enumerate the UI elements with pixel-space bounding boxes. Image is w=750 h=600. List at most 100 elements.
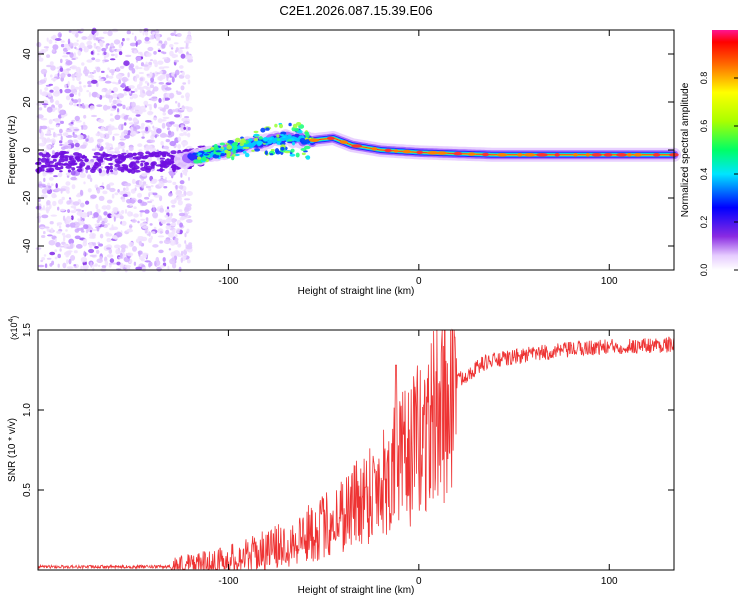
snr-multiplier: (x104) — [8, 316, 19, 340]
noise-blob — [135, 114, 141, 117]
noise-blob — [66, 68, 71, 71]
noise-blob — [65, 250, 72, 255]
noise-blob — [114, 53, 118, 58]
ridge-blob — [215, 152, 222, 156]
noise-blob — [133, 124, 137, 127]
noise-blob — [129, 96, 134, 100]
noise-blob — [36, 102, 42, 106]
noise-blob — [49, 221, 54, 225]
noise-blob — [74, 115, 81, 121]
noise-blob — [175, 185, 178, 190]
noise-blob — [90, 114, 98, 118]
noise-blob — [75, 222, 80, 228]
noise-blob — [181, 169, 189, 173]
snr-series-line — [37, 328, 675, 571]
ridge-blob — [239, 140, 247, 144]
noise-blob — [39, 89, 43, 95]
noise-band-blob — [110, 169, 114, 173]
noise-blob — [110, 214, 115, 218]
noise-blob — [121, 198, 126, 203]
noise-band-blob — [165, 152, 170, 155]
spectrogram-y-label: Frequency (Hz) — [7, 116, 18, 185]
noise-band-blob — [48, 160, 55, 164]
noise-blob — [180, 53, 186, 59]
noise-blob — [65, 172, 72, 176]
noise-blob — [90, 51, 94, 55]
noise-blob — [53, 131, 56, 138]
noise-blob — [89, 229, 93, 233]
noise-blob — [177, 243, 182, 248]
noise-blob — [85, 138, 89, 142]
noise-blob — [48, 177, 54, 181]
noise-blob — [165, 82, 172, 86]
noise-blob — [184, 74, 191, 80]
spectrogram-x-tick-label: -100 — [218, 276, 238, 287]
noise-blob — [159, 265, 165, 268]
noise-blob — [129, 63, 135, 69]
noise-blob — [96, 208, 101, 214]
noise-blob — [83, 181, 86, 185]
noise-blob — [56, 230, 62, 234]
noise-blob — [137, 143, 143, 148]
noise-blob — [49, 251, 56, 256]
ridge-blob — [257, 140, 263, 146]
noise-blob — [169, 140, 176, 147]
noise-blob — [65, 229, 68, 232]
ridge-blob — [287, 139, 293, 142]
noise-blob — [139, 80, 143, 87]
noise-blob — [45, 144, 52, 150]
noise-blob — [112, 234, 118, 240]
spectrogram-x-tick-label: 100 — [601, 276, 618, 287]
noise-blob — [71, 184, 76, 190]
ridge-blob — [247, 138, 253, 142]
noise-blob — [70, 65, 78, 70]
noise-blob — [162, 57, 168, 60]
noise-blob — [148, 231, 151, 237]
ridge-hot-segment — [467, 152, 476, 156]
noise-blob — [107, 127, 114, 131]
noise-blob — [60, 58, 63, 64]
noise-blob — [132, 188, 135, 192]
noise-band-blob — [116, 160, 121, 164]
ridge-blob — [262, 137, 269, 142]
noise-blob — [87, 80, 92, 85]
noise-blob — [116, 103, 123, 107]
noise-blob — [87, 161, 94, 164]
noise-blob — [96, 93, 101, 99]
noise-blob — [164, 214, 168, 218]
noise-blob — [95, 37, 99, 41]
noise-blob — [125, 54, 132, 58]
noise-blob — [113, 167, 119, 171]
noise-blob — [158, 249, 164, 254]
noise-blob — [54, 117, 62, 123]
ridge-blob — [227, 140, 235, 144]
noise-blob — [130, 108, 134, 112]
noise-blob — [91, 79, 98, 84]
noise-blob — [65, 217, 72, 223]
noise-blob — [156, 128, 162, 134]
noise-blob — [158, 82, 165, 85]
ridge-hot-segment — [616, 153, 627, 157]
noise-blob — [117, 189, 120, 193]
ridge-hot-segment — [416, 150, 424, 155]
snr-y-tick-label: 1.5 — [22, 323, 33, 337]
noise-blob — [168, 248, 172, 251]
noise-blob — [68, 126, 75, 130]
noise-blob — [92, 242, 97, 247]
noise-blob — [130, 130, 137, 137]
noise-blob — [138, 149, 143, 153]
noise-band-blob — [63, 162, 69, 166]
noise-blob — [70, 255, 76, 261]
noise-blob — [134, 77, 137, 83]
noise-blob — [170, 223, 176, 227]
noise-blob — [124, 209, 128, 214]
noise-blob — [92, 267, 95, 272]
noise-blob — [179, 133, 185, 137]
noise-blob — [134, 88, 138, 93]
noise-blob — [162, 51, 167, 55]
noise-blob — [104, 146, 111, 150]
ridge-blob — [219, 142, 226, 146]
noise-blob — [71, 73, 76, 78]
noise-band-blob — [133, 169, 141, 173]
noise-band-blob — [50, 155, 58, 159]
